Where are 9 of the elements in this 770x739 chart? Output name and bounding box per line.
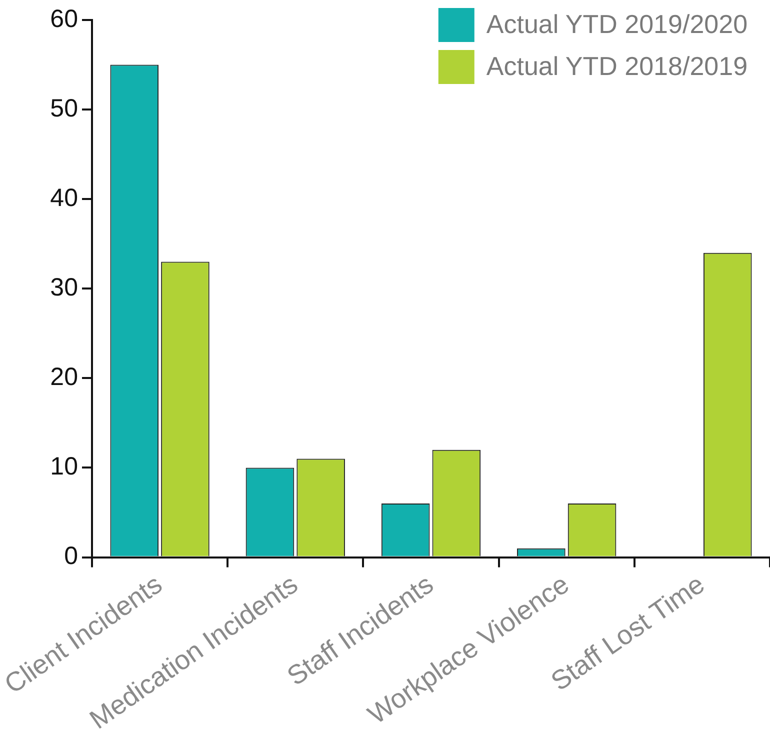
y-tick-label: 60: [50, 4, 78, 33]
y-tick-label: 30: [50, 274, 78, 302]
y-tick-label: 20: [50, 363, 78, 392]
legend-label: Actual YTD 2019/2020: [486, 9, 748, 40]
y-tick-label: 0: [64, 542, 78, 570]
y-tick-label: 40: [50, 184, 78, 212]
y-tick-label: 50: [50, 94, 78, 122]
legend-label: Actual YTD 2018/2019: [486, 51, 748, 82]
y-tick-label: 10: [50, 452, 78, 481]
